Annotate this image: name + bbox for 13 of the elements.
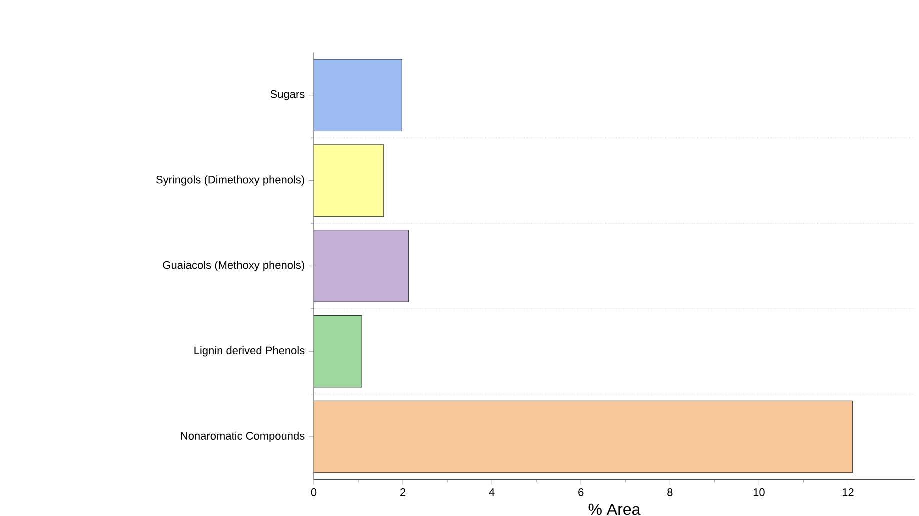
x-tick-label: 10 [754,488,765,496]
x-axis-title: % Area [588,504,641,516]
x-tick-label: 6 [578,488,584,496]
x-tick-label: 4 [489,488,495,496]
y-tick-label: Nonaromatic Compounds [181,432,305,442]
y-tick-label: Sugars [270,90,305,100]
x-tick-label: 0 [311,488,317,496]
x-tick-label: 12 [842,488,854,496]
x-tick-label: 8 [668,488,673,496]
y-tick-label: Syringols (Dimethoxy phenols) [156,176,304,186]
y-tick-label: Guaiacols (Methoxy phenols) [163,261,304,272]
x-tick-label: 2 [400,488,406,496]
y-tick-label: Lignin derived Phenols [194,346,305,357]
